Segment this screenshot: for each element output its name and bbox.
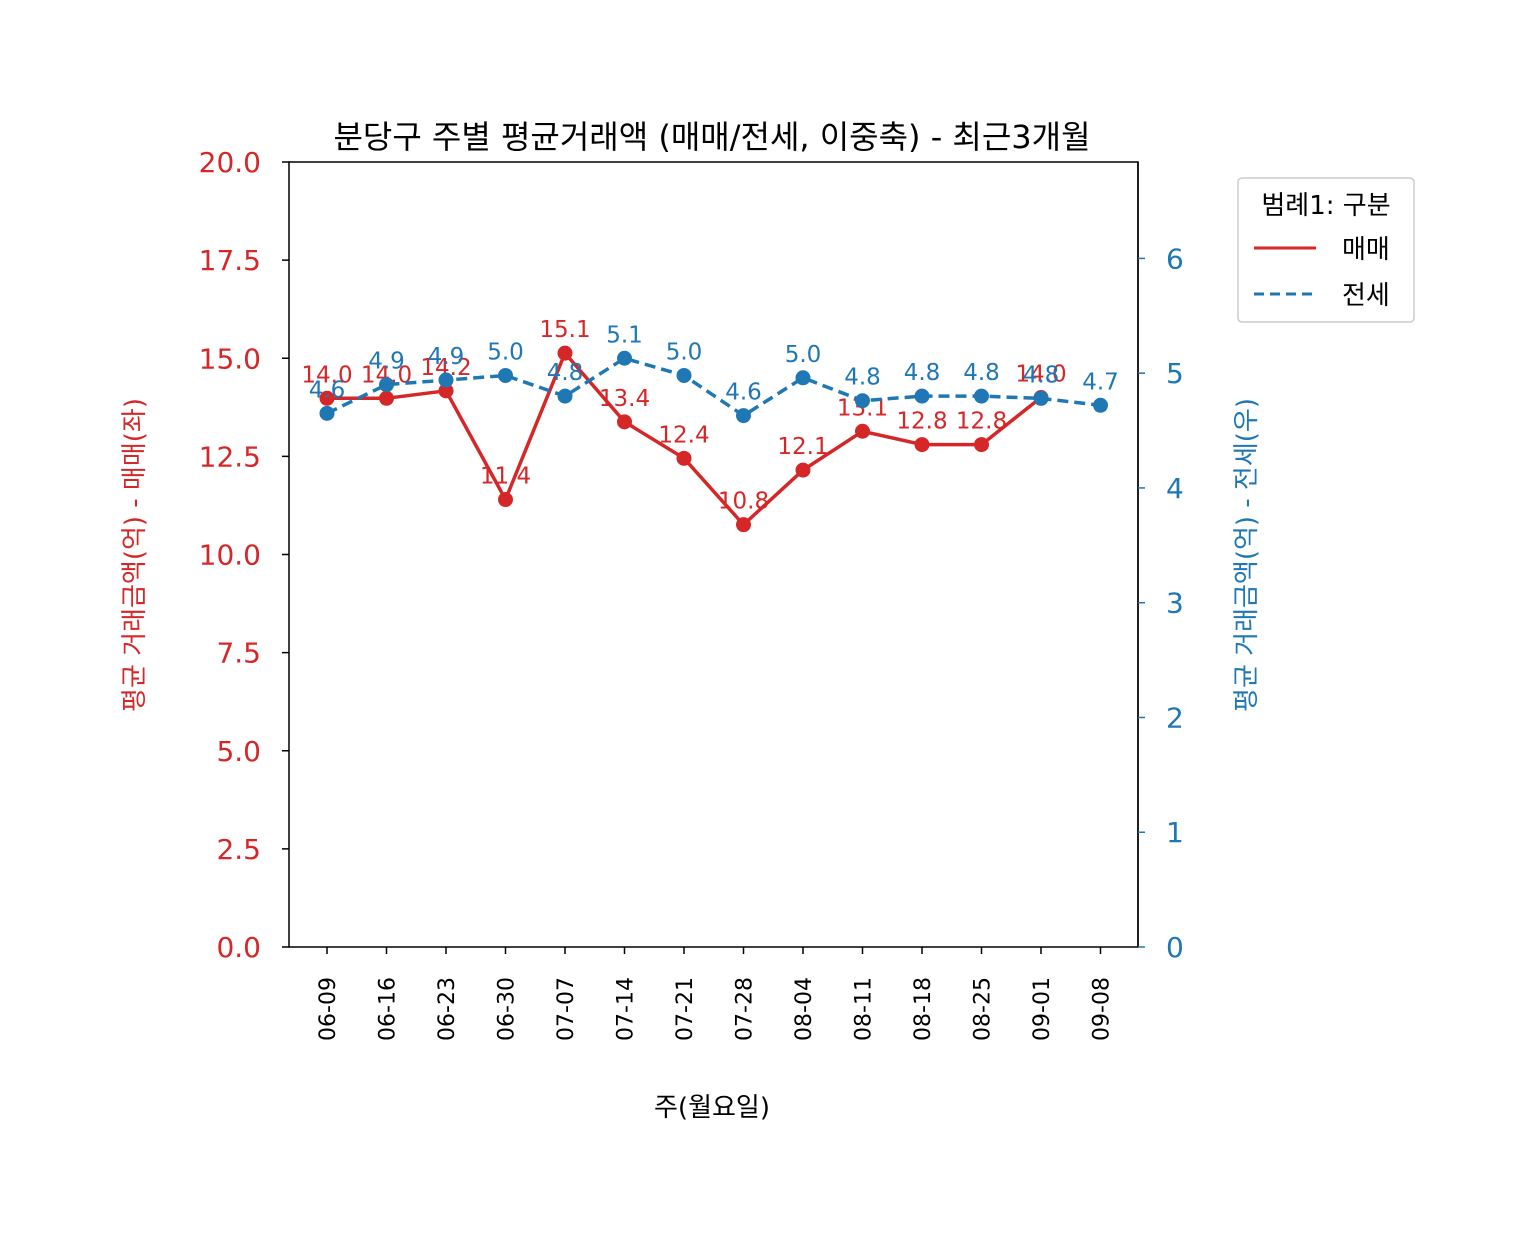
data-label-jeonse: 4.8 — [547, 360, 584, 386]
data-label-jeonse: 5.0 — [785, 342, 822, 368]
data-label-maemae: 10.8 — [718, 489, 769, 515]
data-point-jeonse — [855, 393, 870, 409]
legend-label-jeonse: 전세 — [1342, 281, 1390, 311]
data-point-jeonse — [1033, 390, 1049, 406]
series-line-jeonse — [326, 356, 1101, 418]
data-point-jeonse — [438, 372, 454, 388]
legend-title: 범례1: 구분 — [1261, 191, 1390, 221]
x-tick-label: 07-28 — [733, 977, 758, 1041]
data-point-jeonse — [1093, 397, 1108, 413]
data-label-maemae: 13.4 — [599, 386, 650, 412]
x-tick-label: 08-18 — [911, 977, 936, 1041]
data-label-maemae: 12.8 — [896, 409, 947, 435]
plot-area: 0.0 2.5 5.0 7.5 10.0 12.5 15.0 17.5 20.0 0 1 2 3 4 5 6 0… — [199, 146, 1184, 1041]
data-label-jeonse: 4.6 — [309, 377, 346, 403]
legend-label-maemae: 매매 — [1342, 235, 1390, 265]
y-left-tick-label: 20.0 — [199, 146, 261, 179]
x-tick-label: 07-21 — [673, 977, 698, 1041]
y-left-tick-label: 17.5 — [199, 244, 261, 277]
data-label-jeonse: 5.0 — [666, 339, 703, 365]
data-point-maemae — [617, 414, 632, 430]
y-left-tick-label: 5.0 — [216, 735, 261, 768]
data-point-jeonse — [557, 388, 573, 404]
data-point-maemae — [795, 462, 811, 478]
data-label-jeonse: 4.9 — [428, 344, 465, 370]
y-left-tick-label: 7.5 — [216, 637, 261, 670]
y-right-tick-label: 4 — [1166, 472, 1184, 505]
data-label-jeonse: 4.8 — [963, 360, 1000, 386]
y-right-tick-label: 6 — [1166, 242, 1184, 275]
x-tick-label: 06-16 — [376, 977, 401, 1041]
legend-box — [1237, 177, 1415, 323]
data-label-maemae: 12.8 — [956, 409, 1007, 435]
x-tick-label: 08-04 — [792, 977, 817, 1041]
x-tick-label: 09-08 — [1090, 977, 1115, 1041]
y-axis-left-label: 평균 거래금액(억) - 매매(좌) — [120, 398, 150, 712]
data-point-maemae — [557, 345, 573, 361]
data-point-jeonse — [795, 370, 811, 386]
data-point-maemae — [498, 492, 513, 508]
data-point-maemae — [676, 450, 692, 466]
data-label-jeonse: 4.9 — [368, 349, 405, 375]
data-point-jeonse — [974, 388, 989, 404]
data-label-maemae: 14.0 — [1015, 362, 1066, 388]
y-right-tick-label: 3 — [1166, 587, 1184, 620]
y-left-tick-label: 2.5 — [216, 833, 261, 866]
x-tick-label: 07-14 — [614, 977, 639, 1041]
data-point-maemae — [379, 390, 394, 406]
data-label-jeonse: 4.8 — [844, 365, 881, 391]
y-left-tick-label: 12.5 — [199, 440, 261, 473]
data-point-jeonse — [914, 388, 930, 404]
y-right-tick-label: 5 — [1166, 357, 1184, 390]
y-axis-right-label: 평균 거래금액(억) - 전세(우) — [1232, 398, 1262, 712]
data-label-jeonse: 5.0 — [487, 339, 524, 365]
data-label-maemae: 15.1 — [539, 317, 590, 343]
data-label-jeonse: 4.6 — [725, 380, 762, 406]
data-label-maemae: 11.4 — [480, 464, 531, 490]
data-point-jeonse — [379, 377, 394, 393]
data-label-maemae: 14.0 — [301, 362, 352, 388]
data-label-jeonse: 4.7 — [1082, 369, 1119, 395]
y-left-tick-label: 10.0 — [199, 539, 261, 572]
x-axis-label: 주(월요일) — [654, 1093, 770, 1123]
data-point-maemae — [736, 517, 751, 533]
x-tick-label: 08-11 — [852, 977, 877, 1041]
data-label-maemae: 12.1 — [777, 434, 828, 460]
data-point-maemae — [319, 390, 335, 406]
data-label-jeonse: 4.8 — [1023, 362, 1060, 388]
data-point-maemae — [438, 383, 454, 399]
data-point-maemae — [914, 437, 930, 453]
y-left-tick-label: 0.0 — [216, 931, 261, 964]
x-tick-label: 09-01 — [1030, 977, 1055, 1041]
x-tick-label: 06-09 — [316, 977, 341, 1041]
chart-title: 분당구 주별 평균거래액 (매매/전세, 이중축) - 최근3개월 — [333, 118, 1090, 156]
x-tick-label: 06-30 — [495, 977, 520, 1041]
x-tick-label: 06-23 — [435, 977, 460, 1041]
y-right-tick-label: 0 — [1166, 931, 1184, 964]
data-point-jeonse — [319, 405, 335, 421]
data-point-jeonse — [676, 367, 692, 383]
data-label-maemae: 12.4 — [658, 422, 709, 448]
legend: 범례1: 구분 매매 전세 — [1237, 177, 1415, 323]
y-left-tick-label: 15.0 — [199, 342, 261, 375]
data-point-maemae — [974, 437, 989, 453]
x-tick-label: 08-25 — [971, 977, 996, 1041]
data-point-jeonse — [498, 367, 513, 383]
data-point-maemae — [855, 423, 870, 439]
data-label-jeonse: 4.8 — [904, 360, 941, 386]
data-label-jeonse: 5.1 — [606, 322, 643, 348]
data-point-jeonse — [736, 408, 751, 424]
y-right-tick-label: 2 — [1166, 701, 1184, 734]
x-tick-label: 07-07 — [554, 977, 579, 1041]
data-point-jeonse — [617, 350, 632, 366]
y-right-tick-label: 1 — [1166, 816, 1184, 849]
